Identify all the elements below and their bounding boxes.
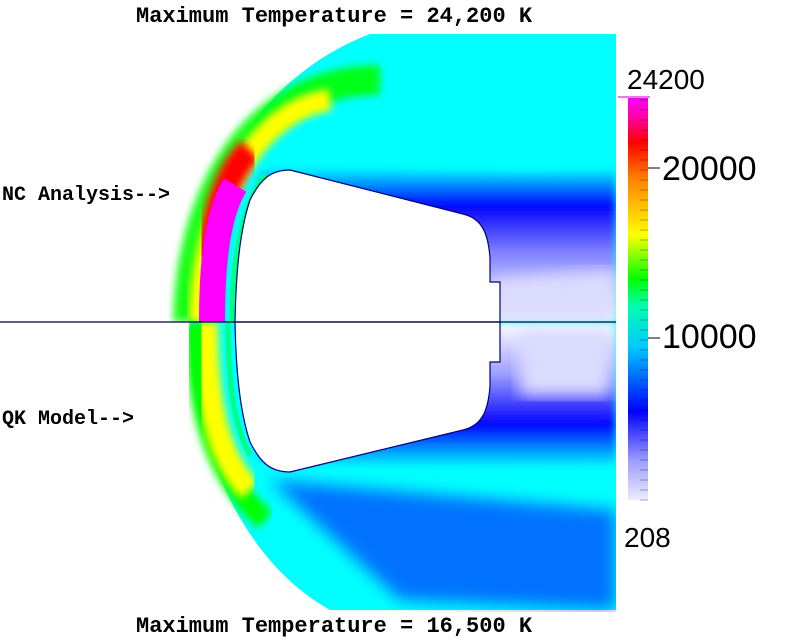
colorbar-tick-20000: 20000 [662, 150, 757, 188]
qk-model-label: QK Model--> [2, 408, 135, 431]
top-title: Maximum Temperature = 24,200 K [136, 4, 533, 29]
bottom-title: Maximum Temperature = 16,500 K [136, 614, 533, 639]
colorbar-tick-10000: 10000 [662, 318, 757, 356]
colorbar-min-label: 208 [624, 522, 671, 553]
colorbar [618, 96, 660, 501]
lower-flow-field [185, 322, 616, 610]
upper-flow-field [173, 34, 616, 322]
nc-analysis-label: NC Analysis--> [2, 184, 171, 207]
colorbar-max-label: 24200 [627, 64, 705, 95]
